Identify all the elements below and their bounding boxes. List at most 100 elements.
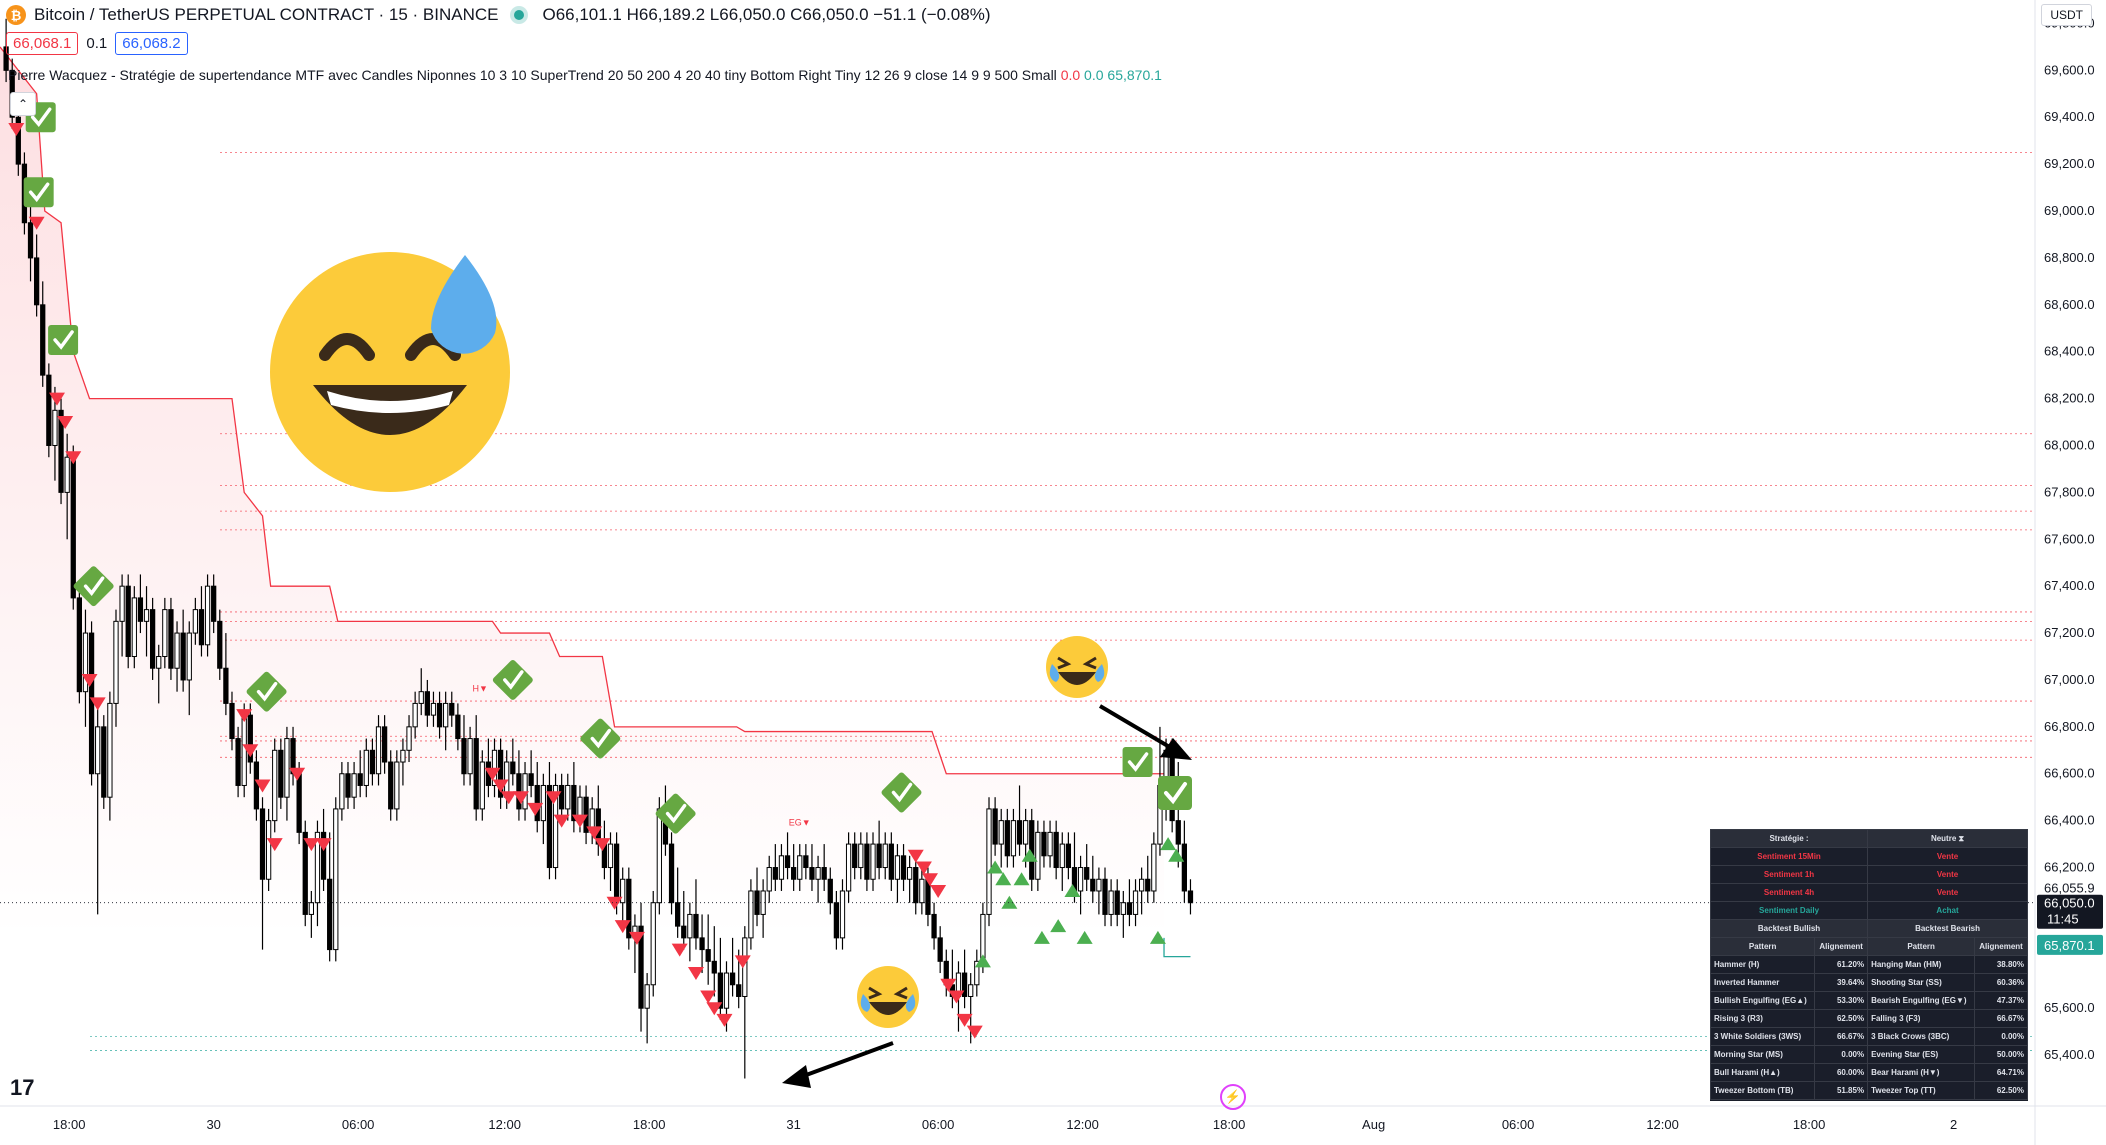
pattern-name: Bear Harami (H▼) [1867, 1063, 1976, 1082]
sell-signal-marker [65, 451, 82, 465]
candle-body [174, 632, 180, 669]
pattern-pct: 50.00% [1974, 1045, 2028, 1064]
pattern-pct: 0.00% [1974, 1027, 2028, 1046]
candle-body [1187, 890, 1194, 904]
candle-body [791, 867, 797, 880]
sell-signal-marker [734, 955, 751, 969]
check-mark-icon [580, 718, 621, 759]
candle-body [681, 925, 687, 939]
tradingview-logo[interactable]: 17 [10, 1075, 35, 1100]
collapse-legend-button[interactable]: ⌃ [10, 92, 36, 116]
pattern-pct: 66.67% [1814, 1027, 1869, 1046]
candle-body [424, 691, 430, 716]
laughing-emoji-icon-bottom [855, 964, 921, 1030]
sell-signal-marker [921, 873, 938, 887]
sell-signal-marker [28, 216, 45, 230]
supertrend-price-tag [2037, 934, 2103, 955]
sell-signal-marker [700, 990, 717, 1004]
pattern-name: Falling 3 (F3) [1867, 1009, 1976, 1028]
pattern-pct: 62.50% [1974, 1081, 2028, 1100]
check-mark-icon [492, 659, 533, 700]
time-tick-label: 18:00 [1213, 1117, 1246, 1132]
buy-signal-marker [1064, 883, 1081, 897]
price-tick-label: 69,200.0 [2044, 156, 2095, 171]
pattern-name: Evening Star (ES) [1867, 1045, 1976, 1064]
candle-body [852, 843, 858, 869]
candle-body [247, 714, 253, 763]
indicator-legend[interactable]: Pierre Wacquez - Stratégie de supertenda… [8, 67, 1162, 83]
pattern-pct: 39.64% [1814, 973, 1869, 992]
pattern-name: Bull Harami (H▲) [1709, 1063, 1816, 1082]
candle-body [888, 843, 894, 880]
sentiment-label: Sentiment Daily [1709, 901, 1869, 920]
buy-price-button[interactable]: 66,068.2 [115, 32, 188, 55]
candle-body [736, 984, 742, 997]
candle-body [571, 784, 577, 822]
candle-body [101, 726, 107, 798]
candle-body [149, 609, 156, 669]
candle-body [754, 890, 760, 915]
lightning-icon[interactable]: ⚡ [1220, 1084, 1246, 1110]
check-mark-icon [73, 566, 114, 607]
candle-body [375, 726, 382, 775]
candle-body [70, 456, 76, 599]
candle-body [369, 749, 376, 775]
candle-body [64, 456, 70, 493]
check-mark-icon [1122, 747, 1153, 778]
col-alignment: Alignement [1814, 937, 1869, 956]
candle-body [253, 761, 260, 810]
stats-row: Inverted Hammer 39.64% Shooting Star (SS) 6… [1709, 973, 2028, 992]
check-mark-icon [655, 793, 696, 834]
sell-signal-marker [484, 767, 501, 781]
candle-body [784, 855, 791, 869]
time-tick-label: 12:00 [488, 1117, 521, 1132]
sell-signal-marker [915, 861, 932, 875]
symbol-title[interactable]: Bitcoin / TetherUS PERPETUAL CONTRACT · … [34, 5, 499, 24]
pattern-name: Hanging Man (HM) [1867, 955, 1976, 974]
candle-body [638, 925, 644, 1009]
candle-body [357, 773, 363, 786]
currency-selector[interactable]: USDT [2041, 4, 2092, 26]
supertrend-fill [0, 46, 1165, 938]
stats-row: Bullish Engulfing (EG▲) 53.30% Bearish Eng… [1709, 991, 2028, 1010]
sell-signal-marker [266, 838, 283, 852]
candle-body [1047, 831, 1053, 857]
candle-body [259, 808, 266, 880]
candle-body [864, 843, 870, 880]
check-mark-glyph [1127, 752, 1149, 772]
candle-body [1102, 878, 1108, 915]
pattern-label: H▼ [473, 684, 488, 694]
price-tick-label: 68,800.0 [2044, 250, 2095, 265]
pattern-name: Inverted Hammer [1709, 973, 1816, 992]
buy-signal-marker [1001, 895, 1018, 909]
check-mark-glyph [503, 670, 524, 690]
candle-body [284, 738, 290, 798]
candle-body [339, 773, 345, 810]
sell-signal-marker [527, 802, 544, 816]
price-tick-label: 66,400.0 [2044, 813, 2095, 828]
candle-body [204, 585, 211, 646]
buy-signal-marker [1013, 872, 1030, 886]
candle-body [223, 667, 229, 704]
sell-price-button[interactable]: 66,068.1 [6, 32, 79, 55]
pattern-name: Bullish Engulfing (EG▲) [1709, 991, 1816, 1010]
candle-body [143, 609, 150, 622]
candle-body [388, 761, 394, 810]
pattern-name: Rising 3 (R3) [1709, 1009, 1816, 1028]
candle-body [894, 855, 901, 880]
candle-body [1132, 890, 1139, 915]
market-open-icon [514, 10, 525, 20]
candle-body [436, 702, 443, 728]
ohlc-readout: O66,101.1 H66,189.2 L66,050.0 C66,050.0 … [542, 5, 991, 24]
candle-body [418, 691, 424, 704]
candle-body [113, 620, 119, 704]
time-tick-label: Aug [1362, 1117, 1385, 1132]
candle-body [198, 609, 205, 646]
candle-body [1010, 820, 1017, 857]
stats-row: Rising 3 (R3) 62.50% Falling 3 (F3) 66.67% [1709, 1009, 2028, 1028]
candle-body [168, 609, 174, 669]
sell-signal-marker [242, 744, 259, 758]
sell-signal-marker [671, 943, 688, 957]
candle-body [76, 597, 83, 693]
